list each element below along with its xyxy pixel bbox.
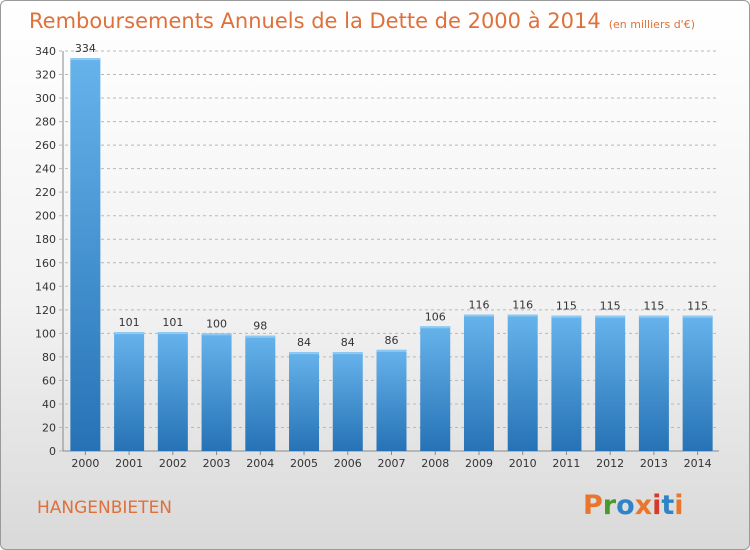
bar-top-edge-2008	[420, 326, 451, 329]
value-label-2004: 98	[253, 320, 267, 333]
y-tick-label-240: 240	[35, 163, 56, 176]
x-tick-label-2014: 2014	[684, 457, 712, 470]
value-label-2007: 86	[385, 334, 399, 347]
bar-top-edge-2014	[682, 315, 713, 318]
y-tick-label-140: 140	[35, 280, 56, 293]
x-tick-label-2008: 2008	[421, 457, 449, 470]
bar-top-edge-2003	[201, 333, 232, 336]
bar-2008	[420, 326, 451, 451]
bar-top-edge-2011	[551, 315, 582, 318]
logo-letter-6: i	[674, 490, 684, 521]
value-label-2003: 100	[206, 317, 227, 330]
x-tick-label-2009: 2009	[465, 457, 493, 470]
bar-top-edge-2013	[638, 315, 669, 318]
bar-2007	[376, 349, 407, 451]
x-tick-label-2001: 2001	[115, 457, 143, 470]
logo-text: Proxiti	[583, 490, 684, 521]
chart-unit: (en milliers d'€)	[608, 18, 695, 31]
bar-top-edge-2010	[507, 314, 538, 317]
logo-letter-2: o	[616, 490, 635, 521]
bar-top-edge-2002	[157, 332, 188, 335]
y-tick-label-0: 0	[49, 445, 56, 458]
x-tick-label-2000: 2000	[71, 457, 99, 470]
y-tick-label-200: 200	[35, 210, 56, 223]
chart-title: Remboursements Annuels de la Dette de 20…	[29, 9, 695, 33]
x-tick-label-2011: 2011	[552, 457, 580, 470]
y-tick-label-340: 340	[35, 45, 56, 58]
bar-2006	[332, 352, 363, 451]
bar-2009	[463, 314, 494, 451]
value-label-2009: 116	[468, 299, 489, 312]
x-tick-label-2013: 2013	[640, 457, 668, 470]
bar-2013	[638, 315, 669, 451]
bar-top-edge-2000	[70, 58, 101, 61]
value-label-2000: 334	[75, 42, 96, 55]
y-tick-label-120: 120	[35, 304, 56, 317]
y-tick-label-300: 300	[35, 92, 56, 105]
x-tick-label-2010: 2010	[509, 457, 537, 470]
bar-2014	[682, 315, 713, 451]
logo-letter-1: r	[602, 490, 617, 521]
bar-2011	[551, 315, 582, 451]
value-label-2002: 101	[162, 316, 183, 329]
value-label-2001: 101	[119, 316, 140, 329]
proxiti-logo: Proxiti	[583, 490, 693, 526]
x-tick-label-2006: 2006	[334, 457, 362, 470]
bar-2012	[595, 315, 626, 451]
bar-top-edge-2005	[289, 352, 320, 355]
value-label-2008: 106	[425, 310, 446, 323]
bar-2002	[157, 332, 188, 451]
value-label-2006: 84	[341, 336, 355, 349]
value-label-2014: 115	[687, 300, 708, 313]
value-label-2011: 115	[556, 300, 577, 313]
x-tick-label-2003: 2003	[203, 457, 231, 470]
bar-2000	[70, 58, 101, 451]
value-label-2013: 115	[643, 300, 664, 313]
y-tick-label-220: 220	[35, 186, 56, 199]
bar-2005	[289, 352, 320, 451]
bar-top-edge-2009	[463, 314, 494, 317]
x-tick-label-2012: 2012	[596, 457, 624, 470]
bar-top-edge-2012	[595, 315, 626, 318]
value-label-2012: 115	[600, 300, 621, 313]
y-tick-label-280: 280	[35, 116, 56, 129]
bar-top-edge-2001	[114, 332, 145, 335]
commune-name: HANGENBIETEN	[37, 498, 173, 518]
logo-letter-4: i	[652, 490, 662, 521]
value-label-2010: 116	[512, 299, 533, 312]
bar-top-edge-2007	[376, 349, 407, 352]
y-tick-label-80: 80	[42, 351, 56, 364]
x-tick-label-2005: 2005	[290, 457, 318, 470]
y-tick-label-100: 100	[35, 327, 56, 340]
x-tick-label-2002: 2002	[159, 457, 187, 470]
chart-title-text: Remboursements Annuels de la Dette de 20…	[29, 9, 601, 33]
bar-2004	[245, 335, 276, 451]
y-tick-label-20: 20	[42, 421, 56, 434]
x-tick-label-2007: 2007	[378, 457, 406, 470]
y-tick-label-160: 160	[35, 257, 56, 270]
x-tick-label-2004: 2004	[246, 457, 274, 470]
y-tick-label-60: 60	[42, 374, 56, 387]
bar-2003	[201, 333, 232, 451]
bar-2001	[114, 332, 145, 451]
y-tick-label-260: 260	[35, 139, 56, 152]
bar-2010	[507, 314, 538, 451]
value-label-2005: 84	[297, 336, 311, 349]
logo-letter-5: t	[661, 490, 675, 521]
logo-letter-3: x	[634, 490, 653, 521]
bar-top-edge-2004	[245, 335, 276, 338]
y-tick-label-40: 40	[42, 398, 56, 411]
y-tick-label-180: 180	[35, 233, 56, 246]
y-tick-label-320: 320	[35, 69, 56, 82]
bar-top-edge-2006	[332, 352, 363, 355]
logo-letter-0: P	[583, 490, 603, 521]
